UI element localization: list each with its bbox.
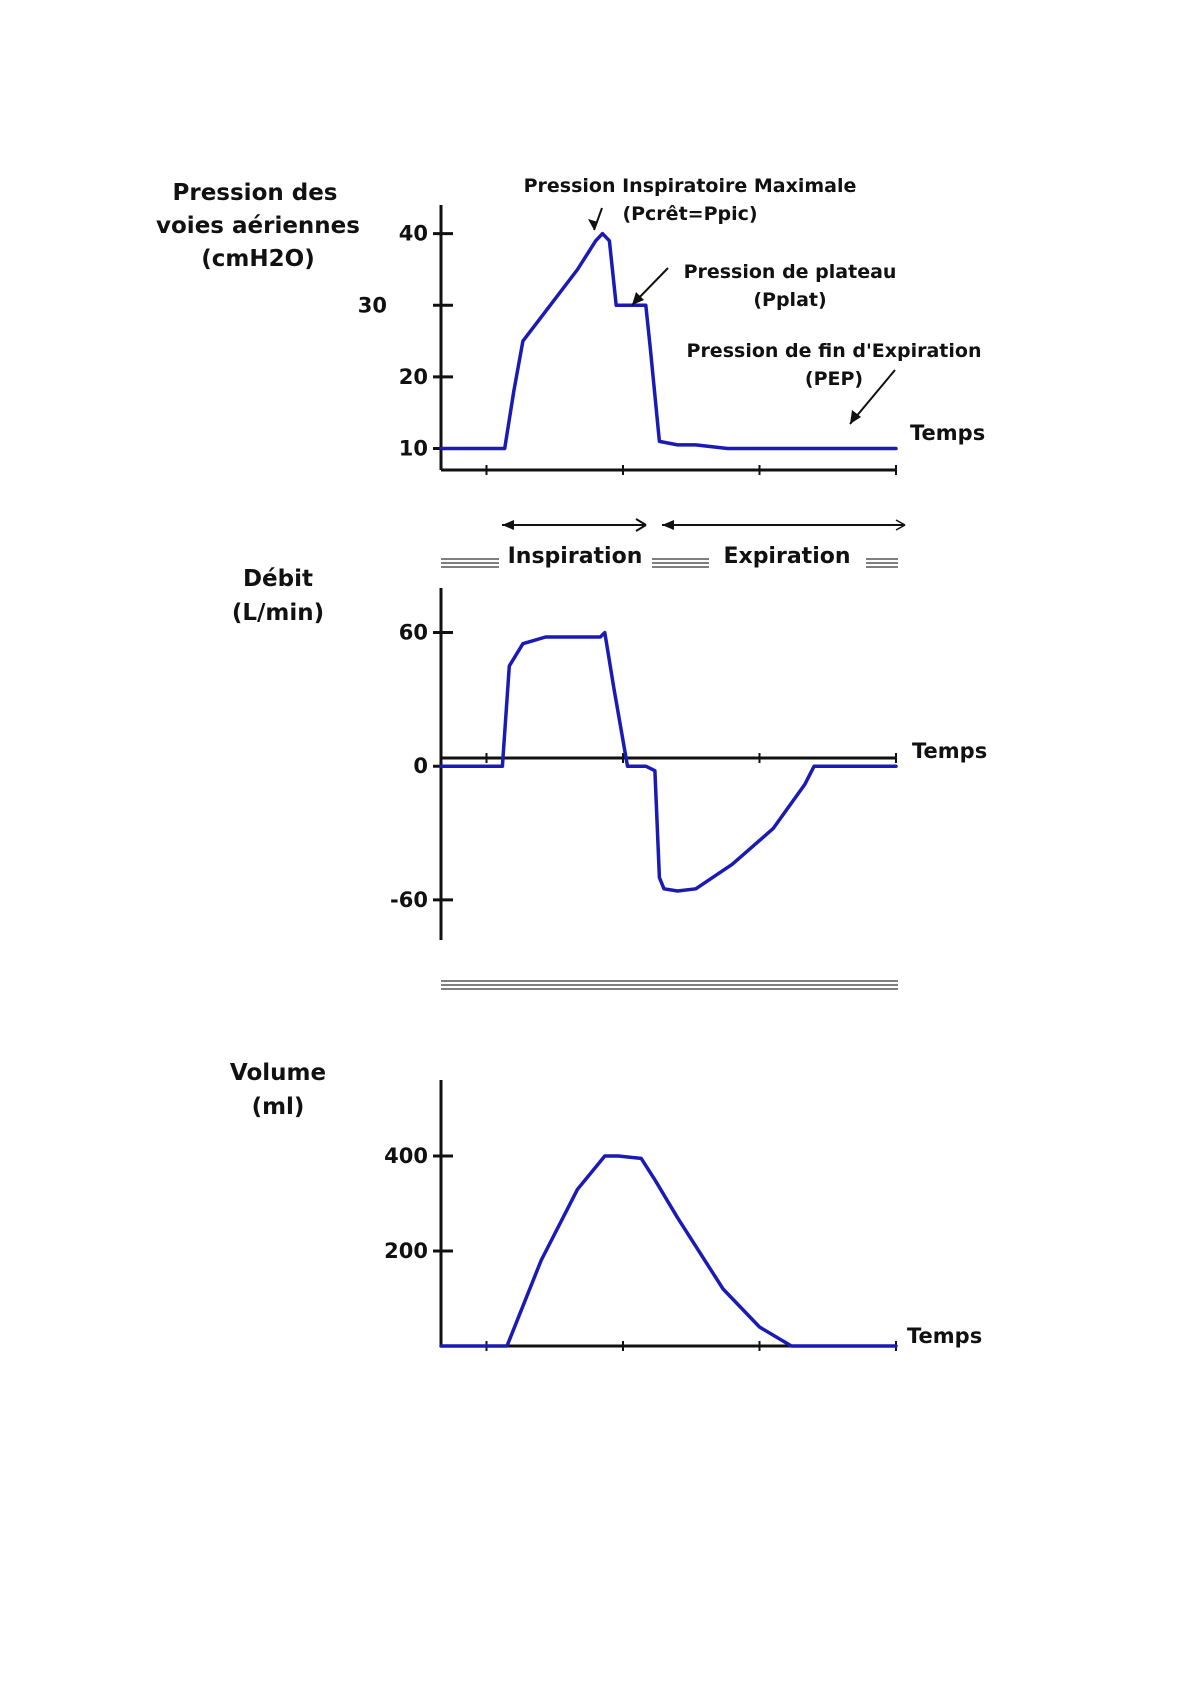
pressure-panel: Pression des voies aériennes (cmH2O) 10 2… bbox=[156, 175, 985, 475]
pep-annotation-line-2: (PEP) bbox=[805, 368, 863, 390]
ppic-annotation-line-1: Pression Inspiratoire Maximale bbox=[524, 175, 857, 197]
volume-ytick-label: 200 bbox=[384, 1239, 428, 1263]
pressure-xlabel: Temps bbox=[910, 421, 985, 445]
pplat-arrowhead bbox=[632, 292, 644, 305]
ppic-annotation-line-2: (Pcrêt=Ppic) bbox=[622, 203, 757, 225]
pplat-annotation-line-2: (Pplat) bbox=[753, 289, 826, 311]
flow-ylabel-line-2: (L/min) bbox=[232, 600, 324, 626]
flow-ytick-label: 60 bbox=[399, 621, 428, 645]
volume-ytick-label: 400 bbox=[384, 1144, 428, 1168]
flow-ytick-label: -60 bbox=[390, 888, 428, 912]
pressure-ticks: 10 20 30 40 bbox=[358, 222, 897, 475]
pressure-ytick-label: 10 bbox=[399, 437, 428, 461]
flow-volume-separator bbox=[441, 980, 898, 990]
inspiration-arrowhead-right bbox=[635, 518, 647, 532]
flow-ylabel-line-1: Débit bbox=[243, 566, 313, 592]
ppic-arrowhead bbox=[588, 219, 598, 230]
volume-ylabel-line-1: Volume bbox=[230, 1060, 326, 1086]
expiration-arrowhead-left bbox=[662, 520, 674, 530]
pressure-ytick-label: 40 bbox=[399, 222, 428, 246]
volume-panel: Volume (ml) 200 400 Temps bbox=[230, 1060, 982, 1351]
pplat-annotation-line-1: Pression de plateau bbox=[684, 261, 897, 283]
phase-markers: Inspiration Expiration bbox=[441, 518, 906, 569]
inspiration-label: Inspiration bbox=[508, 544, 643, 569]
pressure-ytick-label: 20 bbox=[399, 365, 428, 389]
volume-xlabel: Temps bbox=[907, 1324, 982, 1348]
inspiration-arrowhead-left bbox=[502, 520, 514, 530]
phase-separator-band bbox=[441, 558, 898, 568]
volume-ylabel-line-2: (ml) bbox=[252, 1094, 305, 1120]
flow-trace bbox=[439, 630, 898, 893]
pressure-ylabel-line-3: (cmH2O) bbox=[201, 246, 314, 272]
volume-trace bbox=[439, 1154, 898, 1348]
pep-arrowhead bbox=[850, 410, 861, 424]
expiration-label: Expiration bbox=[723, 544, 850, 569]
pep-annotation-line-1: Pression de fin d'Expiration bbox=[687, 340, 982, 362]
pressure-ytick-label: 30 bbox=[358, 293, 387, 317]
volume-ticks: 200 400 bbox=[384, 1144, 897, 1351]
pressure-ylabel-line-1: Pression des bbox=[173, 180, 338, 206]
expiration-arrowhead-right bbox=[895, 519, 906, 531]
pressure-ylabel-line-2: voies aériennes bbox=[156, 213, 360, 239]
pressure-trace bbox=[439, 231, 898, 451]
flow-xlabel: Temps bbox=[912, 739, 987, 763]
flow-panel: Débit (L/min) -60 0 60 Temps bbox=[232, 566, 987, 990]
flow-ytick-label: 0 bbox=[413, 754, 428, 778]
